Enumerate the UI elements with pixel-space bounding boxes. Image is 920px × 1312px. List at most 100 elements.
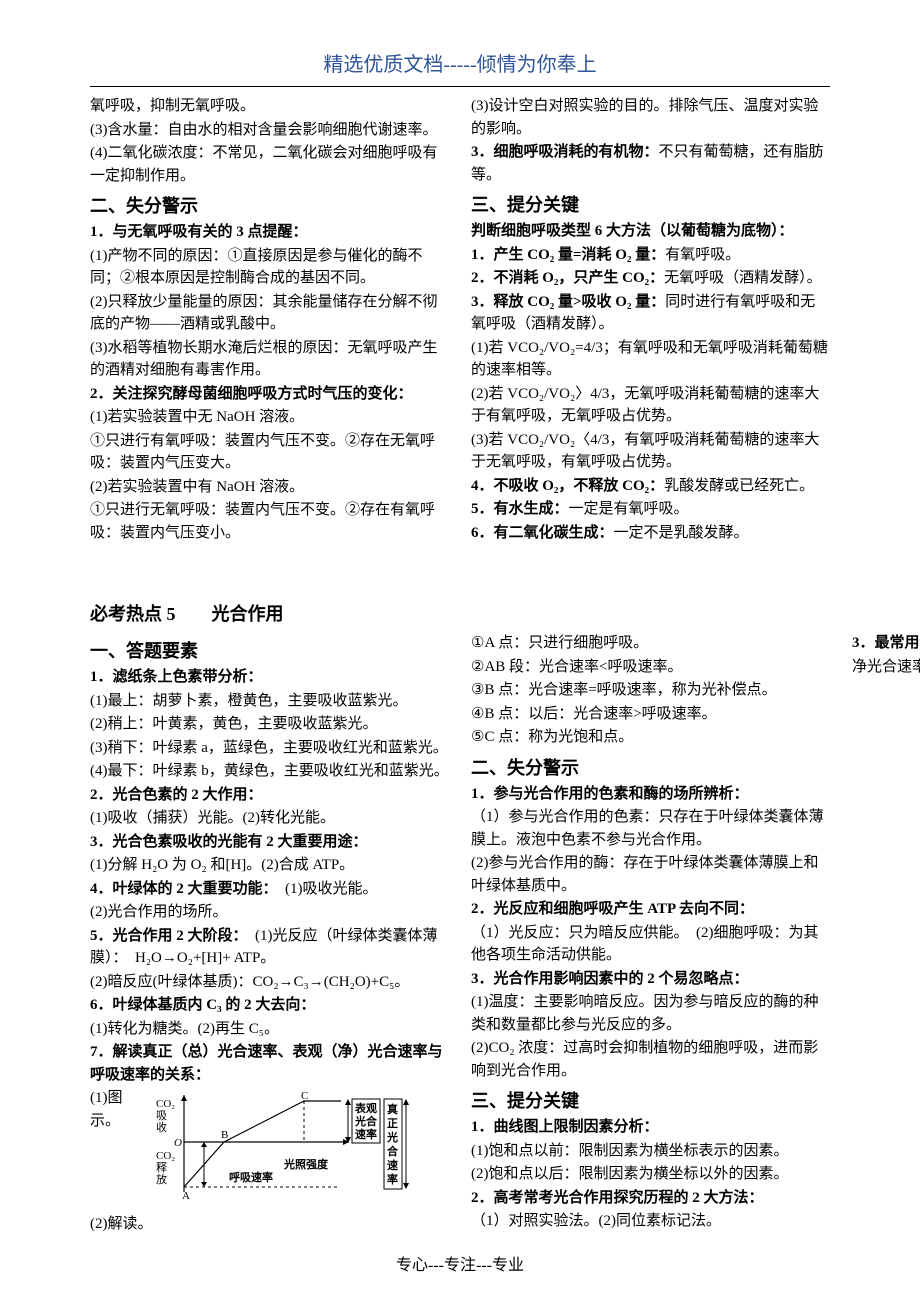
text-tail: 一定不是乳酸发酵。 [614,525,749,541]
section-photosynthesis: 一、答题要素 1．滤纸条上色素带分析： (1)最上：胡萝卜素，橙黄色，主要吸收蓝… [90,632,830,1252]
subheading: 1．与无氧呼吸有关的 3 点提醒： [90,221,449,244]
svg-text:CO₂: CO₂ [156,1098,175,1110]
svg-text:光照强度: 光照强度 [283,1157,329,1171]
text: ⑤C 点：称为光饱和点。 [471,726,830,749]
text: 净光合速率（O₂：释放量或 CO₂：吸收量）＝ [852,656,920,679]
text: (2)只释放少量能量的原因：其余能量储存在分解不彻底的产物——酒精或乳酸中。 [90,291,449,336]
subheading: 2．光反应和细胞呼吸产生 ATP 去向不同： [471,898,830,921]
text: (1)最上：胡萝卜素，橙黄色，主要吸收蓝紫光。 [90,690,449,713]
subheading: 1．滤纸条上色素带分析： [90,666,449,689]
subheading: 4．叶绿体的 2 大重要功能： [90,881,270,897]
text: (4)二氧化碳浓度：不常见，二氧化碳会对细胞呼吸有一定抑制作用。 [90,142,449,187]
subheading: 1．曲线图上限制因素分析： [471,1116,830,1139]
heading-key-points-2: 三、提分关键 [471,1088,830,1115]
text: (2)解读。 [90,1213,449,1236]
svg-text:B: B [221,1129,228,1141]
svg-text:速率: 速率 [355,1127,377,1141]
text: (2)CO₂ 浓度：过高时会抑制植物的细胞呼吸，进而影响到光合作用。 [471,1037,830,1082]
chart-row: (1)图示。 OCO₂吸收CO₂释放ABC光照强度呼吸速率表观光合速率真正光合速… [90,1087,449,1207]
svg-text:呼吸速率: 呼吸速率 [229,1170,273,1184]
text: (3)若 VCO₂/VO₂〈4/3，有氧呼吸消耗葡萄糖的速率大于无氧呼吸，有氧呼… [471,429,830,474]
text: 2．不消耗 O₂，只产生 CO₂：无氧呼吸（酒精发酵）。 [471,267,830,290]
heading-loss-warning: 二、失分警示 [90,193,449,220]
text: 3．释放 CO₂ 量>吸收 O₂ 量：同时进行有氧呼吸和无氧呼吸（酒精发酵）。 [471,291,830,336]
text: (2)若 VCO₂/VO₂〉4/3，无氧呼吸消耗葡萄糖的速率大于有氧呼吸，无氧呼… [471,383,830,428]
text: (2)暗反应(叶绿体基质)：CO₂→C₃→(CH₂O)+C₅。 [90,971,449,994]
text: (3)含水量：自由水的相对含量会影响细胞代谢速率。 [90,119,449,142]
svg-text:释: 释 [156,1161,167,1174]
text: 4．叶绿体的 2 大重要功能： (1)吸收光能。 [90,878,449,901]
text: (1)吸收（捕获）光能。(2)转化光能。 [90,807,449,830]
text: (1)若实验装置中无 NaOH 溶液。 [90,406,449,429]
text-tail: 有氧呼吸。 [665,247,740,263]
heading-answer-elements: 一、答题要素 [90,638,449,665]
text: ①只进行无氧呼吸：装置内气压不变。②存在有氧呼吸：装置内气压变小。 [90,499,449,544]
text: ①A 点：只进行细胞呼吸。 [471,632,830,655]
photosynthesis-rate-chart: OCO₂吸收CO₂释放ABC光照强度呼吸速率表观光合速率真正光合速率 [154,1087,414,1207]
text-tail: 乳酸发酵或已经死亡。 [664,478,814,494]
text: （1）光反应：只为暗反应供能。 (2)细胞呼吸：为其他各项生命活动供能。 [471,922,830,967]
text: (2)光合作用的场所。 [90,901,449,924]
text: ③B 点：光合速率=呼吸速率，称为光补偿点。 [471,679,830,702]
text: 4．不吸收 O₂，不释放 CO₂：乳酸发酵或已经死亡。 [471,475,830,498]
text: ④B 点：以后：光合速率>呼吸速率。 [471,703,830,726]
text: ①只进行有氧呼吸：装置内气压不变。②存在无氧呼吸：装置内气压变大。 [90,430,449,475]
bold-lead: 1．产生 CO₂ 量=消耗 O₂ 量： [471,247,665,263]
heading-key-points: 三、提分关键 [471,192,830,219]
text: 5．光合作用 2 大阶段： (1)光反应（叶绿体类囊体薄膜）： H₂O→O₂+[… [90,925,449,970]
bold-lead: 2．不消耗 O₂，只产生 CO₂： [471,270,664,286]
svg-text:正: 正 [387,1117,398,1130]
text: (1)转化为糖类。(2)再生 C₅。 [90,1018,449,1041]
svg-text:率: 率 [387,1172,398,1186]
text: (1)分解 H₂O 为 O₂ 和[H]。(2)合成 ATP。 [90,854,449,877]
subheading: 1．参与光合作用的色素和酶的场所辨析： [471,783,830,806]
text: (1)温度：主要影响暗反应。因为参与暗反应的酶的种类和数量都比参与光反应的多。 [471,991,830,1036]
text-tail: (1)吸收光能。 [270,881,378,897]
text: 氧呼吸，抑制无氧呼吸。 [90,95,449,118]
subheading: 2．高考常考光合作用探究历程的 2 大方法： [471,1187,830,1210]
bold-lead: 6．有二氧化碳生成： [471,525,614,541]
text: (2)饱和点以后：限制因素为横坐标以外的因素。 [471,1163,830,1186]
svg-text:C: C [301,1090,308,1102]
subheading: 2．光合色素的 2 大作用： [90,784,449,807]
text-tail: 一定是有氧呼吸。 [569,501,689,517]
text-tail: 无氧呼吸（酒精发酵）。 [664,270,822,286]
subheading: 5．光合作用 2 大阶段： [90,928,240,944]
text: 3．细胞呼吸消耗的有机物：不只有葡萄糖，还有脂肪等。 [471,141,830,186]
text: (4)最下：叶绿素 b，黄绿色，主要吸收红光和蓝紫光。 [90,760,449,783]
text: (1)若 VCO₂/VO₂=4/3；有氧呼吸和无氧呼吸消耗葡萄糖的速率相等。 [471,337,830,382]
svg-text:A: A [182,1190,190,1202]
text: （1）对照实验法。(2)同位素标记法。 [471,1210,830,1233]
text: 1．产生 CO₂ 量=消耗 O₂ 量：有氧呼吸。 [471,244,830,267]
section-respiration: 氧呼吸，抑制无氧呼吸。 (3)含水量：自由水的相对含量会影响细胞代谢速率。 (4… [90,95,830,585]
text: ②AB 段：光合速率<呼吸速率。 [471,656,830,679]
svg-text:吸: 吸 [156,1110,167,1122]
page-header: 精选优质文档-----倾情为你奉上 [90,50,830,80]
svg-text:光合: 光合 [354,1114,378,1128]
text: (3)水稻等植物长期水淹后烂根的原因：无氧呼吸产生的酒精对细胞有毒害作用。 [90,337,449,382]
text: (1)产物不同的原因：①直接原因是参与催化的酶不同；②根本原因是控制酶合成的基因… [90,245,449,290]
svg-text:O: O [174,1137,182,1149]
svg-text:CO₂: CO₂ [156,1150,175,1162]
bold-lead: 3．细胞呼吸消耗的有机物： [471,144,659,160]
hot-topic-title: 必考热点 5 光合作用 [90,601,830,628]
svg-text:表观: 表观 [354,1101,377,1115]
svg-text:光: 光 [386,1130,398,1144]
text: 5．有水生成：一定是有氧呼吸。 [471,498,830,521]
heading-loss-warning-2: 二、失分警示 [471,755,830,782]
text: (2)稍上：叶黄素，黄色，主要吸收蓝紫光。 [90,713,449,736]
text: (3)设计空白对照实验的目的。排除气压、温度对实验的影响。 [471,95,830,140]
subheading: 2．关注探究酵母菌细胞呼吸方式时气压的变化： [90,383,449,406]
text: (2)若实验装置中有 NaOH 溶液。 [90,476,449,499]
svg-text:真: 真 [387,1102,398,1116]
subheading: 判断细胞呼吸类型 6 大方法（以葡萄糖为底物）： [471,220,830,243]
chart-left-caption: (1)图示。 [90,1087,150,1133]
bold-lead: 3．释放 CO₂ 量>吸收 O₂ 量： [471,294,665,310]
text: （1）参与光合作用的色素：只存在于叶绿体类囊体薄膜上。液泡中色素不参与光合作用。 [471,806,830,851]
text: 6．有二氧化碳生成：一定不是乳酸发酵。 [471,522,830,545]
text: (1)图示。 [90,1087,150,1132]
subheading: 7．解读真正（总）光合速率、表观（净）光合速率与呼吸速率的关系： [90,1041,449,1086]
bold-lead: 5．有水生成： [471,501,569,517]
page-footer: 专心---专注---专业 [0,1254,920,1278]
svg-text:放: 放 [156,1172,167,1186]
